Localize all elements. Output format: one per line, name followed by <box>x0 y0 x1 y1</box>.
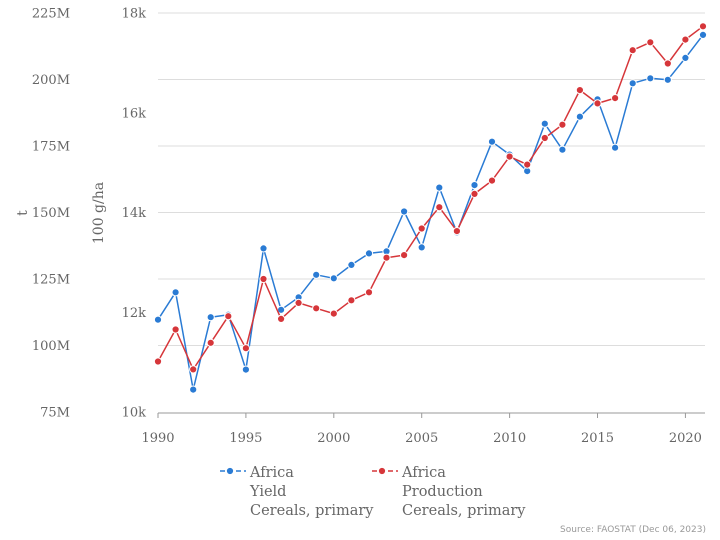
series-line <box>157 25 704 371</box>
right-axis-title: 100 g/ha <box>91 182 107 244</box>
series-layer <box>153 22 708 394</box>
data-point[interactable] <box>259 244 268 253</box>
left-tick-label: 200M <box>32 73 70 88</box>
x-tick-label: 2020 <box>669 431 702 446</box>
data-point[interactable] <box>312 304 321 313</box>
legend-label: Africa <box>249 465 294 481</box>
legend: Africa Yield Cereals, primary Africa Product… <box>220 465 526 519</box>
data-point[interactable] <box>312 270 321 279</box>
data-point[interactable] <box>646 38 655 47</box>
source-note: Source: FAOSTAT (Dec 06, 2023) <box>560 525 706 535</box>
data-point[interactable] <box>347 296 356 305</box>
right-tick-label: 16k <box>122 106 147 121</box>
data-point[interactable] <box>540 119 549 128</box>
data-point[interactable] <box>329 309 338 318</box>
left-tick-label: 150M <box>32 206 70 221</box>
data-point[interactable] <box>540 133 549 143</box>
data-point[interactable] <box>593 99 602 108</box>
data-point[interactable] <box>523 160 532 169</box>
data-point[interactable] <box>435 183 444 192</box>
data-point[interactable] <box>487 176 497 185</box>
left-tick-label: 225M <box>32 7 70 22</box>
left-tick-label: 100M <box>32 339 70 354</box>
data-point[interactable] <box>575 86 585 95</box>
data-point[interactable] <box>189 385 198 394</box>
data-point[interactable] <box>611 94 620 103</box>
x-tick-label: 2015 <box>581 431 614 446</box>
data-point[interactable] <box>259 274 268 284</box>
left-axis-title: t <box>15 210 31 216</box>
data-point[interactable] <box>364 249 374 258</box>
data-point[interactable] <box>400 251 409 260</box>
x-tick-label: 2010 <box>493 431 526 446</box>
legend-label: Cereals, primary <box>402 503 526 519</box>
data-point[interactable] <box>470 189 479 198</box>
data-point[interactable] <box>382 253 391 262</box>
data-point[interactable] <box>364 288 374 297</box>
right-tick-label: 10k <box>122 406 147 421</box>
data-point[interactable] <box>558 120 567 129</box>
series-1 <box>153 22 708 374</box>
data-point[interactable] <box>417 224 426 233</box>
x-tick-label: 1990 <box>141 431 174 446</box>
data-point[interactable] <box>646 74 655 83</box>
data-point[interactable] <box>294 298 303 307</box>
grid-lines <box>158 12 705 346</box>
data-point[interactable] <box>505 152 514 161</box>
data-point[interactable] <box>347 260 356 269</box>
data-point[interactable] <box>153 357 163 366</box>
left-tick-label: 75M <box>40 406 70 421</box>
data-point[interactable] <box>241 344 250 353</box>
data-point[interactable] <box>558 145 567 154</box>
data-point[interactable] <box>241 365 250 374</box>
data-point[interactable] <box>329 274 338 283</box>
legend-item-1[interactable]: Africa Production Cereals, primary <box>372 465 526 519</box>
left-tick-label: 175M <box>32 140 70 155</box>
left-tick-label: 125M <box>32 273 70 288</box>
data-point[interactable] <box>487 137 497 146</box>
legend-label: Africa <box>401 465 446 481</box>
left-axis-ticks: 75M 100M 125M 150M 175M 200M 225M <box>32 7 70 421</box>
data-point[interactable] <box>400 207 409 216</box>
data-point[interactable] <box>189 365 198 374</box>
right-tick-label: 18k <box>122 7 147 22</box>
data-point[interactable] <box>628 79 637 88</box>
data-point[interactable] <box>277 314 286 323</box>
right-tick-label: 12k <box>122 306 147 321</box>
legend-marker <box>377 466 387 476</box>
x-axis: 1990 1995 2000 2005 2010 2015 2020 <box>141 412 705 446</box>
data-point[interactable] <box>698 22 708 31</box>
legend-label: Yield <box>249 484 286 500</box>
data-point[interactable] <box>681 35 690 44</box>
data-point[interactable] <box>224 312 233 321</box>
data-point[interactable] <box>171 288 180 297</box>
data-point[interactable] <box>663 75 672 84</box>
data-point[interactable] <box>435 203 444 212</box>
data-point[interactable] <box>681 53 690 63</box>
data-point[interactable] <box>206 313 215 322</box>
data-point[interactable] <box>470 181 479 190</box>
legend-label: Cereals, primary <box>250 503 374 519</box>
data-point[interactable] <box>417 243 426 252</box>
legend-label: Production <box>402 484 483 500</box>
right-axis-ticks: 10k 12k 14k 16k 18k <box>122 7 147 421</box>
data-point[interactable] <box>628 46 637 55</box>
data-point[interactable] <box>206 338 215 347</box>
x-tick-label: 2005 <box>405 431 438 446</box>
data-point[interactable] <box>153 315 163 324</box>
legend-item-0[interactable]: Africa Yield Cereals, primary <box>220 465 374 519</box>
data-point[interactable] <box>663 59 672 68</box>
legend-marker <box>225 466 235 476</box>
data-point[interactable] <box>171 325 180 334</box>
right-tick-label: 14k <box>122 206 147 221</box>
x-tick-label: 2000 <box>317 431 350 446</box>
data-point[interactable] <box>452 227 461 236</box>
x-tick-label: 1995 <box>229 431 262 446</box>
data-point[interactable] <box>611 143 620 152</box>
data-point[interactable] <box>575 112 585 121</box>
data-point[interactable] <box>698 30 708 40</box>
